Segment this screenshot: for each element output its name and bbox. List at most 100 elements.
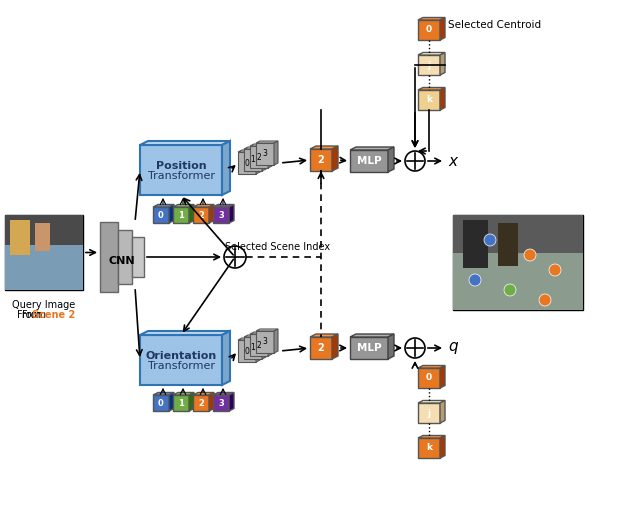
FancyBboxPatch shape — [350, 337, 388, 359]
Text: k: k — [426, 95, 432, 105]
Circle shape — [524, 249, 536, 261]
FancyBboxPatch shape — [453, 215, 583, 253]
Polygon shape — [418, 88, 445, 90]
Polygon shape — [440, 365, 445, 388]
Text: $x$: $x$ — [448, 153, 460, 168]
FancyBboxPatch shape — [5, 245, 83, 290]
Text: Selected Centroid: Selected Centroid — [448, 20, 541, 30]
FancyBboxPatch shape — [244, 337, 262, 359]
FancyBboxPatch shape — [256, 143, 274, 165]
Text: 2: 2 — [317, 343, 324, 353]
Polygon shape — [169, 392, 174, 411]
FancyBboxPatch shape — [173, 207, 189, 223]
Polygon shape — [153, 392, 174, 395]
Polygon shape — [222, 331, 230, 385]
Polygon shape — [268, 332, 272, 356]
Text: 2: 2 — [198, 399, 204, 407]
FancyBboxPatch shape — [453, 215, 583, 310]
Polygon shape — [213, 205, 234, 207]
Polygon shape — [153, 205, 174, 207]
FancyBboxPatch shape — [418, 438, 440, 458]
Circle shape — [469, 274, 481, 286]
Polygon shape — [209, 392, 214, 411]
Polygon shape — [222, 141, 230, 195]
Text: j: j — [428, 408, 431, 418]
Polygon shape — [310, 334, 338, 337]
Text: 2: 2 — [257, 152, 261, 162]
FancyBboxPatch shape — [250, 146, 268, 168]
FancyBboxPatch shape — [193, 395, 209, 411]
FancyBboxPatch shape — [118, 230, 132, 284]
FancyBboxPatch shape — [10, 220, 30, 255]
FancyBboxPatch shape — [5, 215, 83, 260]
Text: 2: 2 — [257, 341, 261, 349]
Text: 3: 3 — [262, 149, 268, 159]
FancyBboxPatch shape — [453, 244, 583, 310]
Polygon shape — [274, 329, 278, 353]
FancyBboxPatch shape — [250, 334, 268, 356]
Polygon shape — [350, 147, 394, 150]
Text: 0: 0 — [244, 346, 250, 356]
FancyBboxPatch shape — [140, 335, 222, 385]
Polygon shape — [310, 146, 338, 149]
Polygon shape — [238, 338, 260, 340]
Polygon shape — [173, 392, 194, 395]
Circle shape — [405, 151, 425, 171]
Polygon shape — [250, 332, 272, 334]
Polygon shape — [440, 436, 445, 458]
FancyBboxPatch shape — [418, 20, 440, 40]
FancyBboxPatch shape — [153, 207, 169, 223]
Text: From: From — [17, 310, 44, 320]
Polygon shape — [238, 150, 260, 152]
Text: From: From — [22, 310, 46, 320]
Polygon shape — [262, 147, 266, 171]
Text: 3: 3 — [262, 338, 268, 346]
Polygon shape — [256, 329, 278, 331]
Polygon shape — [262, 335, 266, 359]
FancyBboxPatch shape — [463, 220, 488, 267]
FancyBboxPatch shape — [238, 340, 256, 362]
FancyBboxPatch shape — [193, 207, 209, 223]
Polygon shape — [268, 144, 272, 168]
FancyBboxPatch shape — [418, 55, 440, 75]
Polygon shape — [256, 150, 260, 174]
Polygon shape — [256, 141, 278, 143]
FancyBboxPatch shape — [498, 223, 518, 266]
Text: Query Image: Query Image — [12, 300, 76, 310]
Polygon shape — [388, 147, 394, 172]
Polygon shape — [229, 205, 234, 223]
FancyBboxPatch shape — [213, 207, 229, 223]
Polygon shape — [418, 365, 445, 368]
Polygon shape — [440, 52, 445, 75]
Polygon shape — [418, 401, 445, 403]
FancyBboxPatch shape — [140, 145, 222, 195]
Circle shape — [405, 338, 425, 358]
Polygon shape — [169, 205, 174, 223]
Circle shape — [539, 294, 551, 306]
Polygon shape — [250, 144, 272, 146]
Polygon shape — [388, 334, 394, 359]
FancyBboxPatch shape — [244, 149, 262, 171]
FancyBboxPatch shape — [5, 215, 83, 290]
Text: Position: Position — [156, 161, 206, 171]
Polygon shape — [193, 392, 214, 395]
Text: 1: 1 — [178, 210, 184, 220]
FancyBboxPatch shape — [153, 395, 169, 411]
Text: $q$: $q$ — [448, 340, 459, 356]
Polygon shape — [418, 17, 445, 20]
Text: 3: 3 — [218, 210, 224, 220]
Polygon shape — [418, 436, 445, 438]
Text: 0: 0 — [158, 210, 164, 220]
FancyBboxPatch shape — [213, 395, 229, 411]
Polygon shape — [140, 331, 230, 335]
Text: k: k — [426, 444, 432, 452]
Text: 0: 0 — [426, 373, 432, 383]
Polygon shape — [440, 88, 445, 110]
Polygon shape — [213, 392, 234, 395]
Text: Scene 2: Scene 2 — [33, 310, 76, 320]
FancyBboxPatch shape — [418, 90, 440, 110]
Polygon shape — [140, 141, 230, 145]
Polygon shape — [440, 17, 445, 40]
Text: 0: 0 — [244, 159, 250, 168]
Polygon shape — [440, 401, 445, 423]
